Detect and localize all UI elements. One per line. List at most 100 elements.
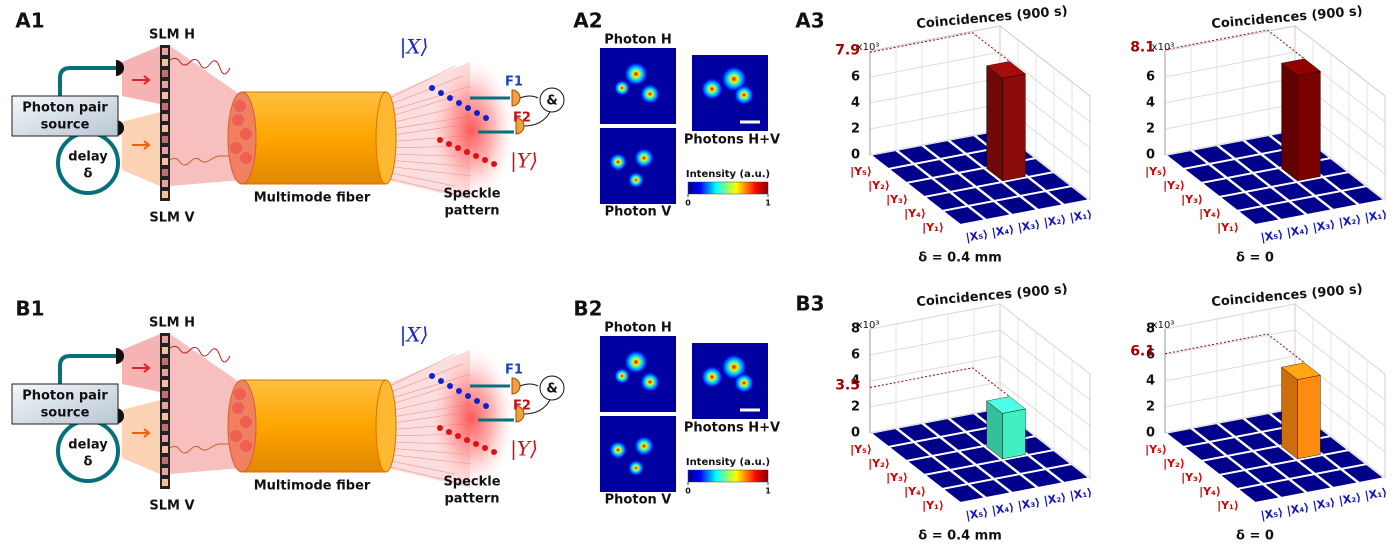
bar-left-face xyxy=(986,65,1003,182)
unit-label: x10³ xyxy=(1152,320,1175,331)
panel-label: A2 xyxy=(573,9,602,33)
floor-tile xyxy=(1317,470,1357,487)
floor-tile xyxy=(1211,438,1251,455)
x-category-label: |X₅⟩ xyxy=(1260,506,1284,523)
dot xyxy=(446,141,452,147)
grid-line xyxy=(869,329,1091,401)
slm-pixel xyxy=(162,424,168,431)
speckle-label: pattern xyxy=(445,204,500,219)
dot xyxy=(437,137,443,143)
beam xyxy=(122,400,160,474)
detector xyxy=(511,377,525,423)
core xyxy=(240,440,252,452)
slm-pixel xyxy=(162,59,168,66)
slm-pixel xyxy=(162,380,168,387)
wave xyxy=(169,57,231,75)
value-label: 8.1 xyxy=(1130,40,1155,56)
y-category-label: |Y₂⟩ xyxy=(868,457,890,470)
beam xyxy=(122,334,160,392)
blob xyxy=(609,153,627,171)
blob xyxy=(609,441,627,459)
core xyxy=(232,114,244,126)
dot xyxy=(455,433,461,439)
core xyxy=(240,128,252,140)
slm-pixel xyxy=(162,70,168,77)
y-category-label: |Y₅⟩ xyxy=(1145,165,1167,178)
floor-tile xyxy=(1237,155,1277,172)
x-category-label: |X₁⟩ xyxy=(1069,486,1093,503)
z-tick-label: 6 xyxy=(851,348,860,363)
dot xyxy=(464,437,470,443)
blob xyxy=(634,436,654,456)
dot xyxy=(456,388,462,394)
y-category-label: |Y₅⟩ xyxy=(850,165,872,178)
floor-tile xyxy=(908,179,948,196)
slm-pixel xyxy=(162,103,168,110)
dot xyxy=(429,373,435,379)
slm-pixel xyxy=(162,169,168,176)
dot xyxy=(464,149,470,155)
dot xyxy=(465,393,471,399)
dot xyxy=(483,115,489,121)
slm-pixel xyxy=(162,369,168,376)
z-tick-label: 0 xyxy=(851,148,860,163)
floor-tile xyxy=(890,165,930,182)
slm-pixel xyxy=(162,479,168,486)
slm-pixel xyxy=(162,136,168,143)
x-category-label: |X₂⟩ xyxy=(1338,491,1362,508)
floor-tile xyxy=(1219,141,1259,158)
bar-front-face xyxy=(1002,408,1026,460)
dot xyxy=(473,153,479,159)
grid-line xyxy=(1164,355,1386,427)
slm-pixel xyxy=(162,402,168,409)
z-tick-label: 2 xyxy=(851,400,860,415)
image-label: Photon V xyxy=(605,205,672,220)
bar-left-face xyxy=(1281,62,1298,182)
arrow xyxy=(132,140,151,150)
dot xyxy=(473,441,479,447)
arrow xyxy=(132,363,151,373)
floor-tile xyxy=(1185,165,1225,182)
x-category-label: |X₁⟩ xyxy=(1069,208,1093,225)
floor-tile xyxy=(996,197,1036,214)
state-label: |Y⟩ xyxy=(510,149,538,174)
floor-tile xyxy=(1239,485,1279,502)
floor-tile xyxy=(1239,207,1279,224)
colorbar-tick-label: 1 xyxy=(765,199,771,208)
z-tick-label: 0 xyxy=(851,426,860,441)
state-label: |Y⟩ xyxy=(510,437,538,462)
slm-pixel xyxy=(162,446,168,453)
floor-tile xyxy=(1343,187,1383,204)
floor-tile xyxy=(944,485,984,502)
floor-tile xyxy=(1030,451,1070,468)
y-category-label: |Y₂⟩ xyxy=(1163,179,1185,192)
blob xyxy=(628,460,644,476)
y-category-label: |Y₁⟩ xyxy=(922,221,944,234)
floor-tile xyxy=(1229,452,1269,469)
connector xyxy=(58,354,118,384)
dot xyxy=(474,110,480,116)
z-tick-label: 2 xyxy=(1146,400,1155,415)
fiber-end xyxy=(375,91,397,185)
value-guide xyxy=(1164,333,1305,364)
z-tick-label: 6 xyxy=(1146,348,1155,363)
floor-tile xyxy=(970,202,1010,219)
slm-pixel xyxy=(162,391,168,398)
dot xyxy=(437,425,443,431)
grid-line xyxy=(1164,51,1386,123)
floor-tile xyxy=(1048,187,1088,204)
caption: δ = 0.4 mm xyxy=(918,529,1002,544)
y-category-label: |Y₃⟩ xyxy=(1181,193,1203,206)
value-label: 3.5 xyxy=(835,378,860,394)
blob xyxy=(701,366,723,388)
floor-tile xyxy=(934,174,974,191)
y-category-label: |Y₃⟩ xyxy=(1181,471,1203,484)
wave xyxy=(169,155,230,166)
colorbar-title: Intensity (a.u.) xyxy=(686,169,770,180)
slm-label: SLM V xyxy=(149,211,194,226)
floor-tile xyxy=(924,141,964,158)
panel-label: B1 xyxy=(15,297,44,321)
slm-pixel xyxy=(162,180,168,187)
fiber-lead xyxy=(470,96,514,134)
